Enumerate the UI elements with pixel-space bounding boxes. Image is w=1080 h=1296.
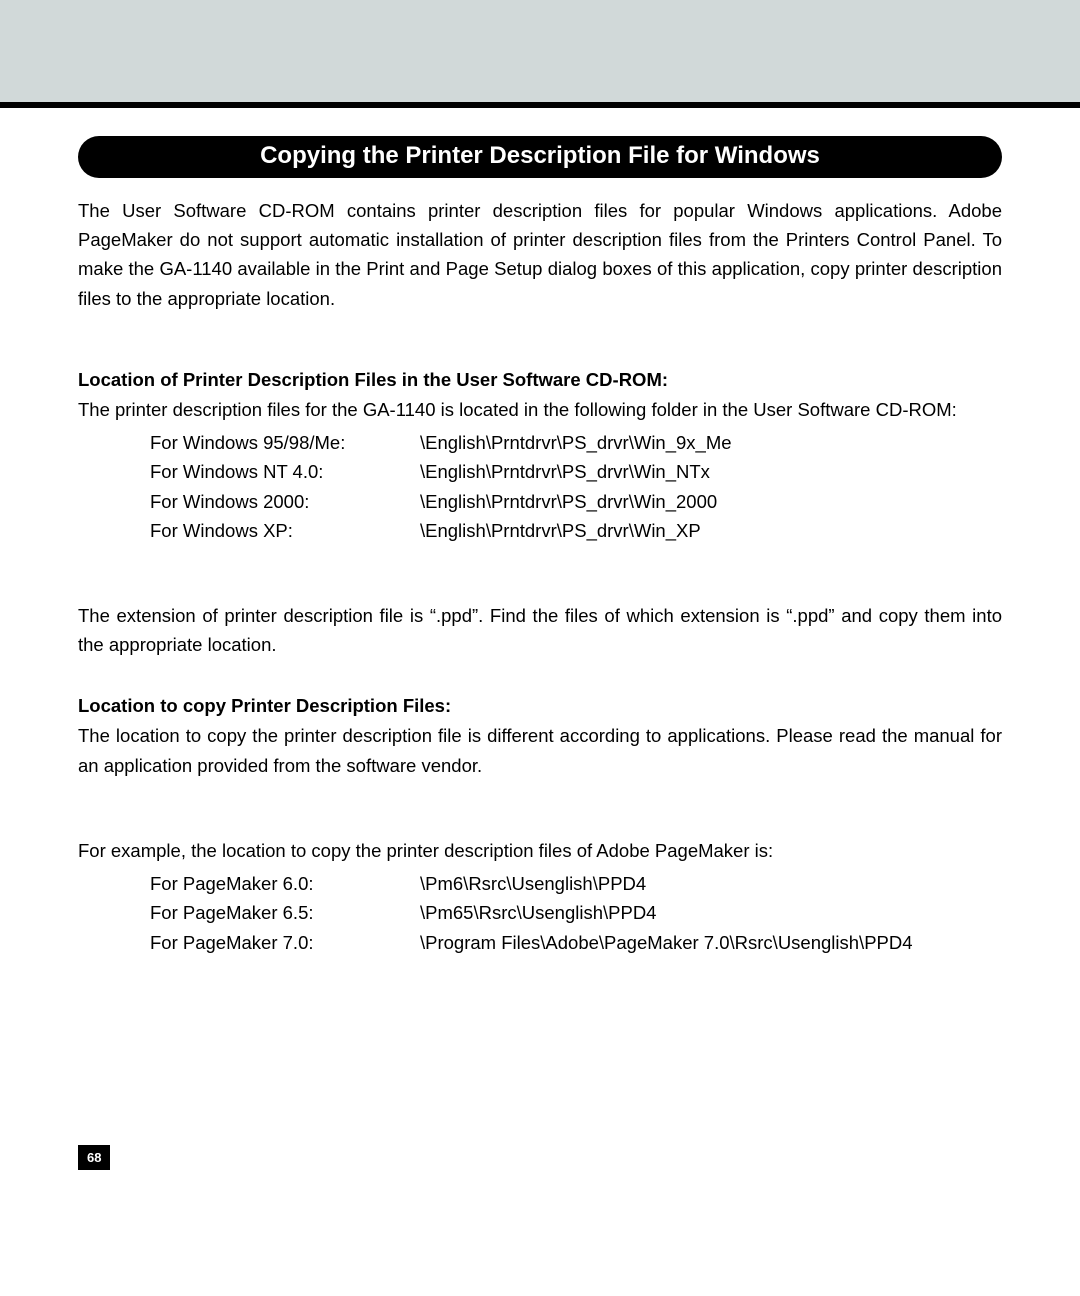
section2-example-intro: For example, the location to copy the pr… bbox=[78, 836, 1002, 865]
table-row: For Windows 2000: \English\Prntdrvr\PS_d… bbox=[150, 487, 1002, 516]
table-row: For PageMaker 6.0: \Pm6\Rsrc\Usenglish\P… bbox=[150, 869, 1002, 898]
path-value: \English\Prntdrvr\PS_drvr\Win_XP bbox=[420, 516, 1002, 545]
path-value: \English\Prntdrvr\PS_drvr\Win_9x_Me bbox=[420, 428, 1002, 457]
section1-intro: The printer description files for the GA… bbox=[78, 395, 1002, 424]
table-row: For Windows XP: \English\Prntdrvr\PS_drv… bbox=[150, 516, 1002, 545]
page-title: Copying the Printer Description File for… bbox=[78, 136, 1002, 178]
section1-note: The extension of printer description fil… bbox=[78, 601, 1002, 659]
section1-path-table: For Windows 95/98/Me: \English\Prntdrvr\… bbox=[150, 428, 1002, 545]
page-number: 68 bbox=[78, 1145, 110, 1170]
section1-heading: Location of Printer Description Files in… bbox=[78, 369, 1002, 391]
path-label: For PageMaker 7.0: bbox=[150, 928, 420, 957]
table-row: For PageMaker 7.0: \Program Files\Adobe\… bbox=[150, 928, 1002, 957]
path-label: For PageMaker 6.5: bbox=[150, 898, 420, 927]
section2-intro: The location to copy the printer descrip… bbox=[78, 721, 1002, 779]
header-gray-band bbox=[0, 0, 1080, 102]
path-label: For Windows XP: bbox=[150, 516, 420, 545]
table-row: For PageMaker 6.5: \Pm65\Rsrc\Usenglish\… bbox=[150, 898, 1002, 927]
path-value: \Pm65\Rsrc\Usenglish\PPD4 bbox=[420, 898, 1002, 927]
intro-paragraph: The User Software CD-ROM contains printe… bbox=[78, 196, 1002, 313]
table-row: For Windows 95/98/Me: \English\Prntdrvr\… bbox=[150, 428, 1002, 457]
path-value: \Pm6\Rsrc\Usenglish\PPD4 bbox=[420, 869, 1002, 898]
path-label: For Windows 95/98/Me: bbox=[150, 428, 420, 457]
path-value: \Program Files\Adobe\PageMaker 7.0\Rsrc\… bbox=[420, 928, 1002, 957]
path-value: \English\Prntdrvr\PS_drvr\Win_NTx bbox=[420, 457, 1002, 486]
path-label: For PageMaker 6.0: bbox=[150, 869, 420, 898]
section2-path-table: For PageMaker 6.0: \Pm6\Rsrc\Usenglish\P… bbox=[150, 869, 1002, 957]
section2-heading: Location to copy Printer Description Fil… bbox=[78, 695, 1002, 717]
page-content: Copying the Printer Description File for… bbox=[0, 108, 1080, 957]
table-row: For Windows NT 4.0: \English\Prntdrvr\PS… bbox=[150, 457, 1002, 486]
path-label: For Windows 2000: bbox=[150, 487, 420, 516]
path-value: \English\Prntdrvr\PS_drvr\Win_2000 bbox=[420, 487, 1002, 516]
path-label: For Windows NT 4.0: bbox=[150, 457, 420, 486]
